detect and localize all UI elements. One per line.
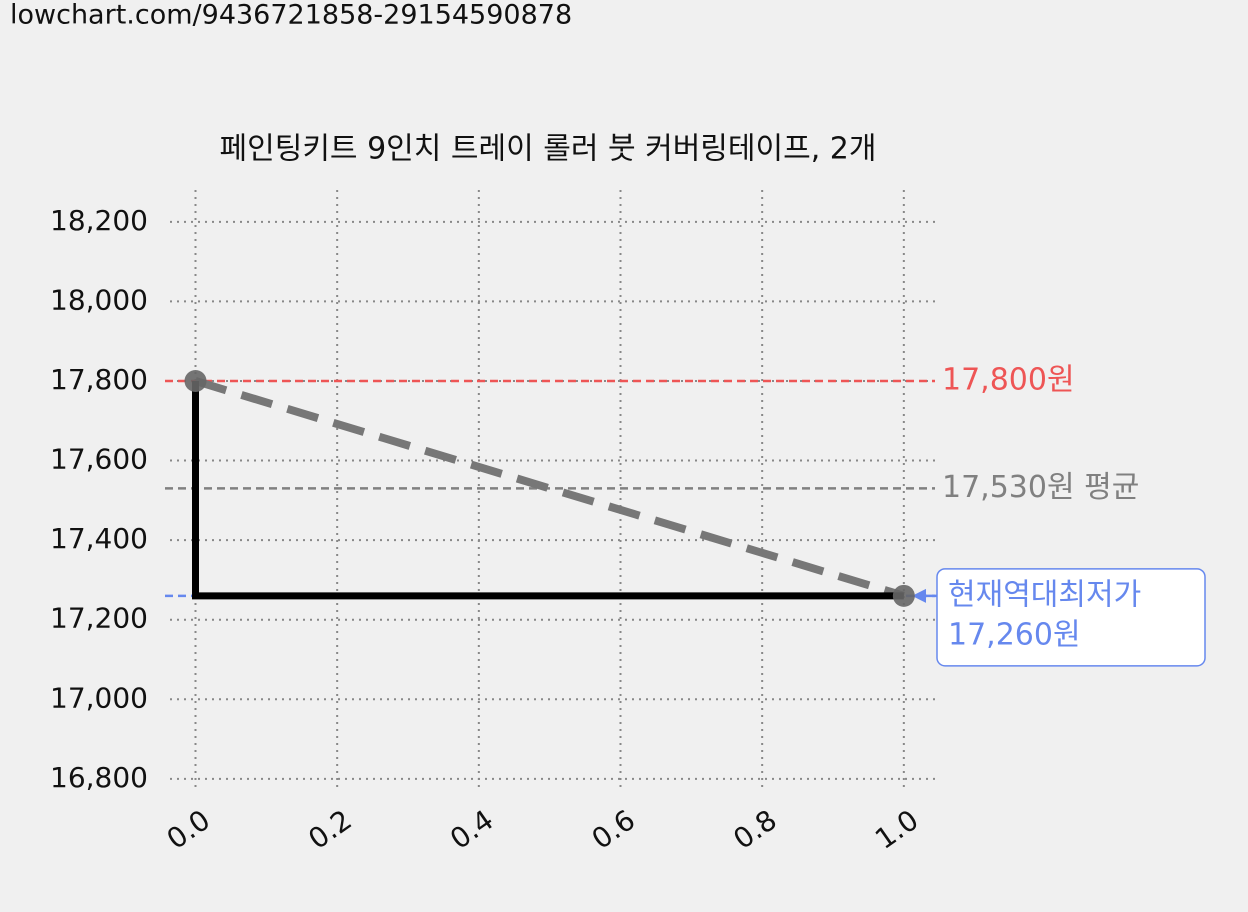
y-tick-label: 17,800 <box>50 363 148 396</box>
x-tick-label: 0.8 <box>727 803 782 856</box>
y-tick-label: 18,200 <box>50 204 148 237</box>
x-tick-label: 0.0 <box>161 803 216 856</box>
point <box>184 369 207 392</box>
x-tick-label: 0.6 <box>586 803 641 856</box>
point <box>892 584 915 607</box>
y-tick-label: 18,000 <box>50 283 148 316</box>
y-tick-label: 17,600 <box>50 443 148 476</box>
price-line <box>192 380 904 600</box>
y-tick-label: 17,400 <box>50 522 148 555</box>
annotation-box <box>936 568 1206 667</box>
chart-title: 페인팅키트 9인치 트레이 롤러 붓 커버링테이프, 2개 <box>220 132 877 167</box>
y-tick-label: 17,200 <box>50 602 148 635</box>
x-tick-label: 1.0 <box>869 803 924 856</box>
y-tick-label: 16,800 <box>50 761 148 794</box>
annotation-label: 17,530원 평균 <box>942 470 1139 505</box>
url: lowchart.com/9436721858-29154590878 <box>10 0 572 31</box>
annotation-arrowhead <box>912 588 926 603</box>
y-tick-label: 17,000 <box>50 681 148 714</box>
annotation-label: 17,260원 <box>948 617 1081 652</box>
annotation-label: 17,800원 <box>942 362 1075 397</box>
price-line <box>194 377 905 600</box>
x-tick-label: 0.2 <box>302 803 357 856</box>
annotation-label: 현재역대최저가 <box>948 577 1141 612</box>
x-tick-label: 0.4 <box>444 803 499 856</box>
